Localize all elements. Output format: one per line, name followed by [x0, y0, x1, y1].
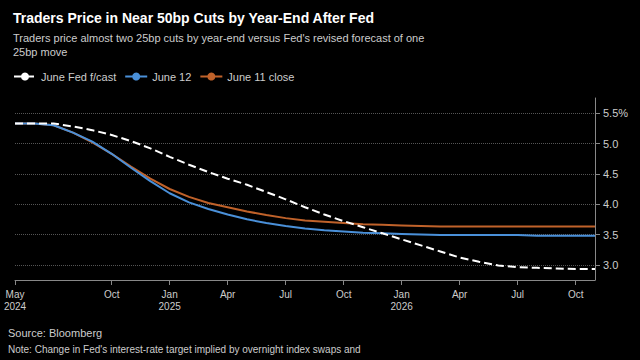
svg-text:3.0: 3.0 — [603, 259, 618, 271]
svg-text:4.5: 4.5 — [603, 168, 618, 180]
svg-text:4.0: 4.0 — [603, 198, 618, 210]
svg-text:2024: 2024 — [4, 301, 27, 312]
svg-text:5.5%: 5.5% — [603, 107, 628, 119]
svg-text:Oct: Oct — [104, 289, 120, 300]
svg-text:June Fed f/cast: June Fed f/cast — [41, 71, 116, 83]
svg-text:25bp move: 25bp move — [13, 46, 67, 58]
svg-text:May: May — [6, 289, 25, 300]
svg-text:Jul: Jul — [511, 289, 524, 300]
svg-text:2026: 2026 — [391, 301, 414, 312]
svg-text:Jan: Jan — [162, 289, 178, 300]
svg-text:Jul: Jul — [279, 289, 292, 300]
svg-text:June 11 close: June 11 close — [227, 71, 294, 83]
svg-text:Traders price almost two 25bp: Traders price almost two 25bp cuts by ye… — [13, 32, 424, 44]
svg-text:Source: Bloomberg: Source: Bloomberg — [8, 327, 102, 339]
svg-text:Oct: Oct — [336, 289, 352, 300]
svg-text:2025: 2025 — [159, 301, 182, 312]
svg-text:Oct: Oct — [568, 289, 584, 300]
svg-text:June 12: June 12 — [152, 71, 191, 83]
svg-text:3.5: 3.5 — [603, 229, 618, 241]
svg-text:Jan: Jan — [394, 289, 410, 300]
svg-text:5.0: 5.0 — [603, 138, 618, 150]
svg-text:Traders Price in Near 50bp Cut: Traders Price in Near 50bp Cuts by Year-… — [13, 10, 374, 26]
svg-text:Note: Change in Fed's interest: Note: Change in Fed's interest-rate targ… — [8, 344, 361, 355]
svg-text:Apr: Apr — [452, 289, 468, 300]
svg-text:Apr: Apr — [220, 289, 236, 300]
